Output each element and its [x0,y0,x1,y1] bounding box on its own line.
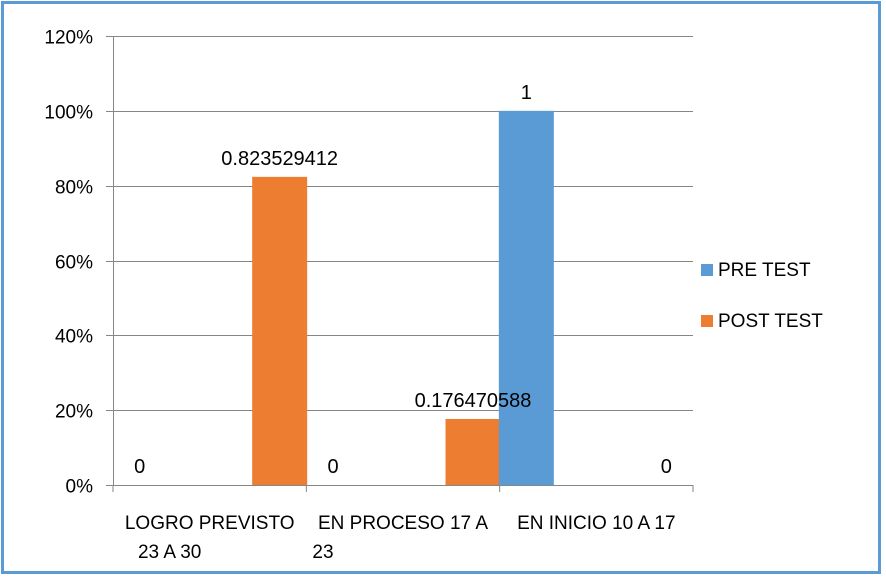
data-label: 0 [661,456,672,478]
bar [252,176,308,486]
bars [252,110,554,486]
legend-label: POST TEST [718,311,823,332]
category-labels: LOGRO PREVISTO 23 A 30 EN PROCESO 17 A 23 EN… [125,513,676,563]
category-label: EN PROCESO 17 A [318,513,488,534]
bar [445,418,501,485]
legend-swatch [701,264,713,276]
legend-swatch [701,315,713,327]
x-axis [112,36,694,492]
category-label: LOGRO PREVISTO [125,513,295,534]
data-label: 0 [327,456,338,478]
bar [498,110,554,485]
legend: PRE TEST POST TEST [701,260,823,332]
data-label: 1 [521,82,532,104]
gridlines [106,36,693,486]
y-tick-label: 0% [66,477,94,498]
data-label: 0.176470588 [415,390,532,412]
y-tick-label: 60% [55,253,93,274]
y-tick-label: 80% [55,178,93,199]
category-label: EN INICIO 10 A 17 [517,513,675,534]
category-label-line2: 23 A 30 [138,542,201,563]
y-tick-label: 120% [44,28,93,49]
category-label-line2: 23 [312,542,333,563]
y-tick-label: 100% [44,103,93,124]
data-label: 0 [134,456,145,478]
data-label: 0.823529412 [221,148,338,170]
legend-label: PRE TEST [718,260,811,281]
data-labels: 0 0.823529412 0 0.176470588 1 0 [134,82,672,478]
y-tick-label: 40% [55,327,93,348]
y-axis-tick-labels: 0% 20% 40% 60% 80% 100% 120% [44,28,93,498]
y-tick-label: 20% [55,402,93,423]
